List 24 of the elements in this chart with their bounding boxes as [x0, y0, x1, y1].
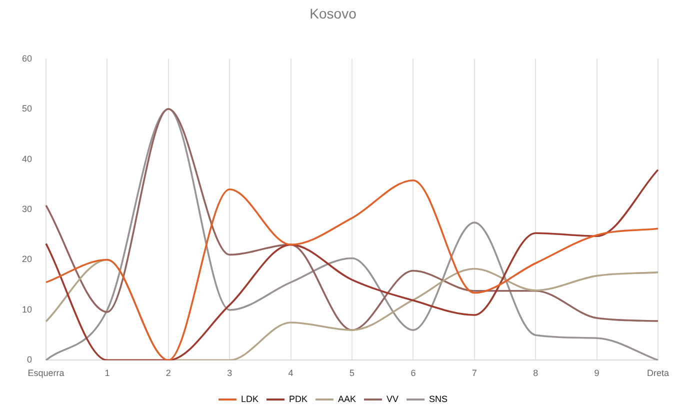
y-tick-label: 60: [22, 53, 32, 64]
x-tick-label: 3: [227, 368, 232, 378]
x-tick-label: 7: [472, 368, 477, 378]
x-tick-label: 4: [288, 368, 294, 378]
y-tick-label: 50: [22, 104, 32, 114]
x-tick-label: 1: [104, 368, 110, 378]
chart-title: Kosovo: [310, 5, 357, 22]
x-tick-label: Esquerra: [28, 368, 64, 378]
x-tick-label: 5: [350, 368, 355, 378]
x-tick-label: 2: [166, 368, 171, 378]
y-tick-label: 0: [26, 354, 32, 365]
legend-label: SNS: [429, 394, 448, 404]
legend-label: AAK: [338, 394, 356, 404]
x-tick-label: Dreta: [646, 368, 670, 378]
x-tick-label: 8: [533, 368, 538, 378]
y-tick-label: 40: [22, 154, 32, 164]
y-tick-label: 10: [22, 304, 32, 314]
y-tick-label: 30: [22, 204, 32, 214]
x-tick-label: 9: [594, 368, 600, 378]
legend-label: LDK: [240, 394, 258, 404]
legend-label: PDK: [288, 394, 308, 404]
x-tick-label: 6: [410, 368, 416, 378]
legend-label: VV: [386, 394, 399, 404]
y-tick-label: 20: [22, 254, 32, 264]
